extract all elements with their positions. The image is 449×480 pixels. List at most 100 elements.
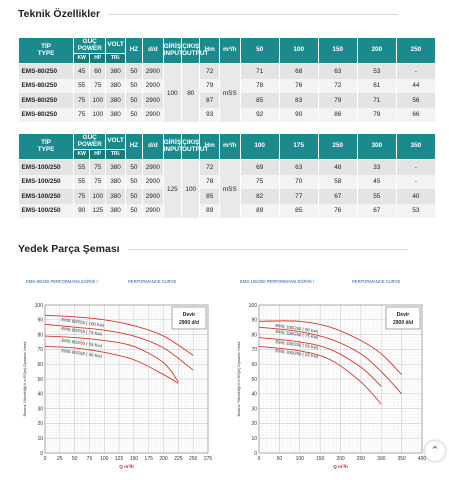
specs-heading: Teknik Özellikler <box>18 8 399 20</box>
flow-value-cell: 68 <box>279 63 319 79</box>
header-label: GİRİŞ <box>163 138 182 146</box>
volt-cell: 380 <box>105 78 126 93</box>
hz-cell: 50 <box>125 93 144 108</box>
header-label: GÜÇ <box>82 37 97 45</box>
rpm-cell: 2900 <box>142 78 164 93</box>
x-tick-label: 225 <box>174 456 183 462</box>
header-label: TYPE <box>37 145 55 153</box>
table-row: EMS-100/250 75 100 380 50 2900 85 82 77 67 55 40 <box>18 189 437 204</box>
series-label: EMS 100/250 ( 55 Kw) <box>275 339 319 350</box>
y-tick-label: 90 <box>251 318 257 324</box>
y-tick-label: 50 <box>37 377 43 383</box>
table-row: EMS-80/250 55 75 380 50 2900 79 78 76 72 61 44 <box>18 78 437 93</box>
output-cell: 100 <box>181 159 201 218</box>
x-tick-label: 25 <box>57 456 63 462</box>
y-tick-label: 40 <box>251 392 257 398</box>
y-tick-label: 30 <box>251 406 257 412</box>
input-cell: 100 <box>163 63 183 122</box>
series-line <box>258 320 402 375</box>
flow-value-cell: 56 <box>396 93 437 108</box>
flow-value-cell: 89 <box>240 203 280 218</box>
hz-cell: 50 <box>125 174 144 189</box>
header-tri: TRİ. <box>105 149 126 160</box>
x-tick-label: 50 <box>72 456 78 462</box>
rpm-cell: 2900 <box>142 174 164 189</box>
hz-cell: 50 <box>125 203 144 218</box>
flow-value-cell: 79 <box>357 107 397 122</box>
table-row: EMS-80/250 45 60 380 50 2900 100 80 72 mSS 71 68 63 5… <box>18 63 437 122</box>
volt-cell: 380 <box>105 203 126 218</box>
table-row: EMS-80/250 75 100 380 50 2900 87 85 83 79 71 56 <box>18 93 437 108</box>
y-tick-label: 70 <box>251 347 257 353</box>
hp-cell: 75 <box>89 78 107 93</box>
rpm-cell: 2900 <box>142 203 164 218</box>
header-volt: VOLT <box>105 37 126 54</box>
specs-title: Teknik Özellikler <box>18 8 101 20</box>
flow-value-cell: 78 <box>240 78 280 93</box>
flow-value-cell: 44 <box>396 78 437 93</box>
y-tick-label: 60 <box>251 362 257 368</box>
volt-cell: 380 <box>105 63 126 79</box>
x-tick-label: 250 <box>357 456 366 462</box>
header-flow: 50 <box>239 37 280 64</box>
y-tick-label: 0 <box>40 451 43 457</box>
volt-cell: 380 <box>105 174 126 189</box>
model-cell: EMS-80/250 <box>18 93 75 108</box>
model-cell: EMS-100/250 <box>18 174 75 189</box>
hz-cell: 50 <box>125 63 144 79</box>
model-cell: EMS-100/250 <box>18 203 75 218</box>
kw-cell: 75 <box>73 93 91 108</box>
output-cell: 80 <box>181 63 201 122</box>
chart-title: EMS-100/250 PERFORMANS EĞRİSİ / <box>240 279 315 284</box>
flow-value-cell: 86 <box>318 107 358 122</box>
model-cell: EMS-80/250 <box>18 107 75 122</box>
y-tick-label: 100 <box>35 303 44 309</box>
header-flow: 100 <box>239 133 280 160</box>
flow-value-cell: 40 <box>396 189 437 204</box>
x-axis-label: Q m³/h <box>119 464 134 469</box>
header-power: GÜÇ POWER <box>73 133 107 150</box>
y-tick-label: 40 <box>37 392 43 398</box>
flow-value-cell: 72 <box>318 78 358 93</box>
hm-cell: 72 <box>199 63 220 79</box>
header-hz: HZ <box>124 133 144 160</box>
flow-value-cell: 79 <box>318 93 358 108</box>
header-label: GİRİŞ <box>163 42 182 50</box>
flow-value-cell: 45 <box>357 174 397 189</box>
hp-cell: 100 <box>89 107 107 122</box>
header-hm: Hm <box>199 37 220 64</box>
flow-value-cell: 53 <box>357 63 397 79</box>
kw-cell: 45 <box>73 63 91 79</box>
plot-frame <box>258 304 423 454</box>
header-volt: VOLT <box>105 133 126 150</box>
x-tick-label: 0 <box>44 456 47 462</box>
x-tick-label: 75 <box>87 456 93 462</box>
rpm-cell: 2900 <box>142 159 164 175</box>
x-axis-label: Q m³/h <box>333 464 348 469</box>
header-label: GÜÇ <box>82 133 97 141</box>
scroll-to-top-button[interactable]: ⌃ <box>425 441 445 461</box>
chevron-up-icon: ⌃ <box>430 445 440 457</box>
hm-cell: 85 <box>199 189 220 204</box>
series-label: EMS 80/250 ( 100 Kw) <box>61 317 105 328</box>
table-row: EMS-80/250 75 100 380 50 2900 93 92 90 86 79 66 <box>18 107 437 122</box>
header-hp: HP <box>89 53 107 64</box>
header-power: GÜÇ POWER <box>73 37 107 54</box>
flow-value-cell: 90 <box>279 107 319 122</box>
spec-table-ems-80: TİP TYPE GÜÇ POWER VOLT HZ d/d GİRİŞ INPUT ÇIKIŞ O… <box>17 37 437 122</box>
y-tick-label: 50 <box>251 377 257 383</box>
x-tick-label: 200 <box>159 456 168 462</box>
header-label: OUTPUT <box>182 49 209 57</box>
flow-value-cell: 58 <box>318 174 358 189</box>
rpm-box-value: 2900 d/d <box>179 320 199 326</box>
x-tick-label: 150 <box>316 456 325 462</box>
flow-value-cell: 48 <box>318 159 358 175</box>
flow-value-cell: 77 <box>279 189 319 204</box>
flow-value-cell: 83 <box>279 93 319 108</box>
y-tick-label: 80 <box>251 332 257 338</box>
header-output: ÇIKIŞ OUTPUT <box>181 37 208 64</box>
header-input: GİRİŞ INPUT <box>162 133 183 160</box>
header-output: ÇIKIŞ OUTPUT <box>181 133 208 160</box>
header-flow: 100 <box>278 37 319 64</box>
y-tick-label: 60 <box>37 362 43 368</box>
